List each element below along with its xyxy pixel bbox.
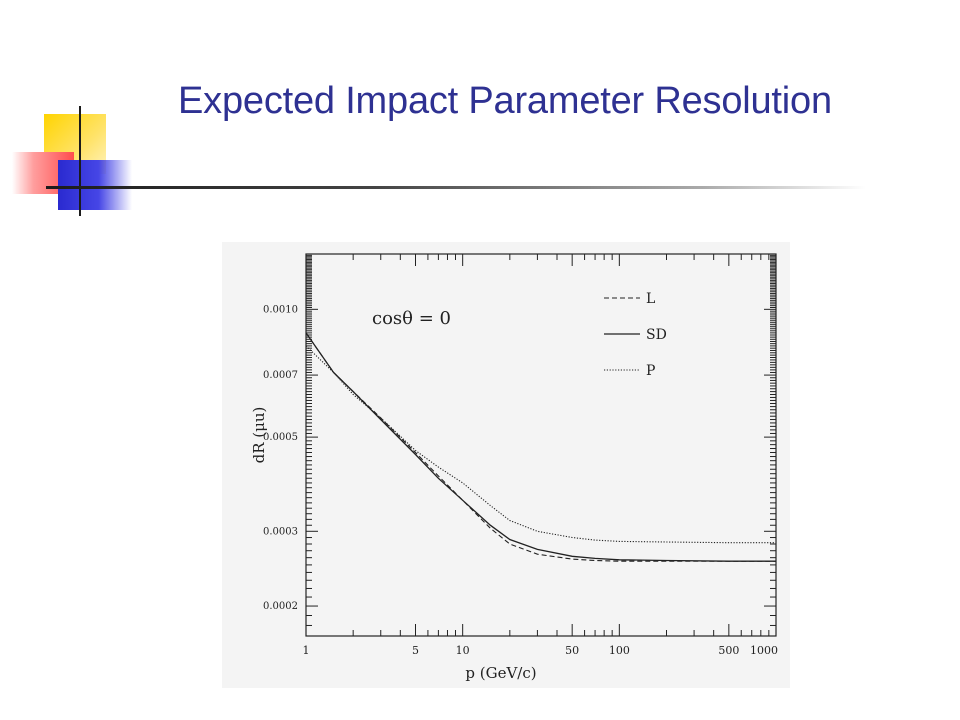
x-tick-label: 50 xyxy=(565,644,579,657)
legend-label-l: L xyxy=(646,291,655,307)
y-axis-label: dR (μu) xyxy=(250,407,268,464)
x-tick-label: 100 xyxy=(609,644,630,657)
series-line-sd xyxy=(305,332,776,562)
legend-label-p: P xyxy=(646,363,655,379)
x-tick-label: 500 xyxy=(718,644,739,657)
series-line-l xyxy=(305,332,776,562)
chart-annotation: cosθ = 0 xyxy=(372,308,451,329)
y-tick-label: 0.0005 xyxy=(263,432,298,443)
decor-blue-square xyxy=(58,160,132,210)
decor-vertical-line xyxy=(79,106,81,216)
series-line-p xyxy=(305,345,776,544)
x-tick-label: 10 xyxy=(456,644,470,657)
slide-title: Expected Impact Parameter Resolution xyxy=(178,80,832,122)
x-tick-label: 1000 xyxy=(750,644,778,657)
y-tick-label: 0.0010 xyxy=(263,304,298,315)
y-tick-label: 0.0003 xyxy=(263,526,298,537)
title-underline xyxy=(46,186,866,189)
x-axis-label: p (GeV/c) xyxy=(465,664,536,682)
x-tick-label: 1 xyxy=(303,644,310,657)
legend-label-sd: SD xyxy=(646,327,667,343)
y-tick-label: 0.0002 xyxy=(263,601,298,612)
y-tick-label: 0.0007 xyxy=(263,370,298,381)
chart-frame: 1 5 10 50 100 500 1000 0.0002 0.0003 0.0005 0.0007… xyxy=(222,242,790,688)
x-tick-label: 5 xyxy=(412,644,419,657)
impact-parameter-chart: 1 5 10 50 100 500 1000 0.0002 0.0003 0.0005 0.0007… xyxy=(250,253,778,682)
